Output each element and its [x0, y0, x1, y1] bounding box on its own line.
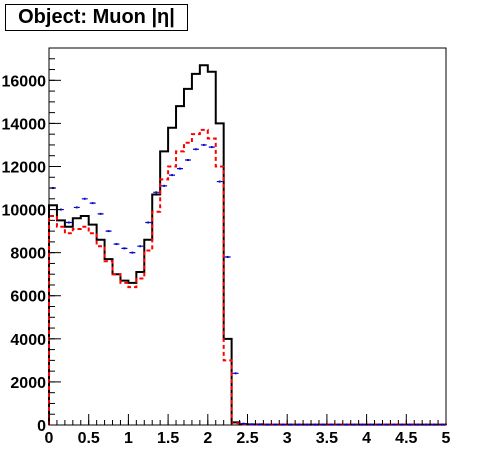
x-tick-label: 1.5	[157, 430, 179, 447]
x-tick-label: 0	[45, 430, 54, 447]
series-2-point	[439, 423, 445, 426]
chart-title-box: Object: Muon |η|	[5, 4, 188, 31]
series-2-point	[423, 423, 430, 426]
series-2-point	[312, 423, 318, 426]
series-2-point	[296, 423, 303, 426]
series-2-point	[327, 423, 334, 426]
series-2-point	[240, 422, 247, 425]
x-tick-label: 3	[283, 430, 292, 447]
series-2-point	[97, 212, 104, 215]
series-2-point	[431, 423, 438, 426]
y-tick-label: 2000	[10, 375, 46, 392]
series-2-point	[161, 184, 168, 187]
series-2-point	[391, 423, 398, 426]
series-2-point	[224, 255, 231, 258]
series-2-point	[65, 221, 72, 224]
x-tick-label: 1	[124, 430, 133, 447]
series-2-point	[256, 423, 263, 426]
x-tick-label: 2.5	[236, 430, 258, 447]
y-tick-label: 8000	[10, 246, 46, 263]
x-tick-label: 4	[362, 430, 371, 447]
y-tick-label: 0	[37, 418, 46, 435]
series-2-point	[113, 243, 120, 246]
series-2-point	[407, 423, 414, 426]
series-2-point	[81, 197, 88, 200]
x-tick-label: 4.5	[395, 430, 417, 447]
series-2-point	[184, 159, 191, 162]
series-2-point	[153, 191, 160, 194]
y-tick-label: 4000	[10, 332, 46, 349]
y-tick-label: 10000	[2, 203, 47, 220]
x-tick-label: 5	[442, 430, 451, 447]
series-2-point	[319, 423, 326, 426]
series-2-point	[264, 423, 271, 426]
series-2-point	[121, 247, 128, 250]
series-1-line	[48, 128, 447, 426]
x-tick-label: 2	[203, 430, 212, 447]
series-2-point	[383, 423, 390, 426]
series-2-point	[335, 423, 342, 426]
series-2-point	[351, 423, 358, 426]
series-2-point	[216, 180, 223, 183]
series-2-point	[280, 423, 287, 426]
series-2-point	[137, 245, 144, 248]
series-2-point	[89, 202, 96, 205]
series-2-point	[367, 423, 374, 426]
series-2-point	[105, 230, 112, 233]
series-2-point	[248, 423, 255, 426]
series-2-point	[200, 143, 207, 146]
y-tick-label: 16000	[2, 73, 47, 90]
x-tick-label: 0.5	[78, 430, 100, 447]
plot-frame	[48, 47, 447, 426]
series-2-point	[288, 423, 295, 426]
chart-title: Object: Muon |η|	[18, 6, 175, 28]
series-2-point	[272, 423, 279, 426]
series-2-point	[208, 146, 215, 149]
y-tick-label: 14000	[2, 116, 47, 133]
x-tick-label: 3.5	[316, 430, 338, 447]
y-tick-label: 6000	[10, 289, 46, 306]
series-2-point	[399, 423, 406, 426]
series-2-point	[73, 206, 80, 209]
series-2-point	[375, 423, 382, 426]
series-2-point	[415, 423, 422, 426]
y-tick-label: 12000	[2, 159, 47, 176]
series-2-point	[192, 148, 199, 151]
series-2-point	[232, 372, 239, 375]
series-2-point	[145, 221, 152, 224]
series-2-point	[169, 174, 176, 177]
series-2-point	[304, 423, 311, 426]
series-2-point	[359, 423, 366, 426]
series-2-point	[177, 167, 183, 170]
series-2-point	[129, 251, 136, 254]
series-2-point	[343, 423, 350, 426]
